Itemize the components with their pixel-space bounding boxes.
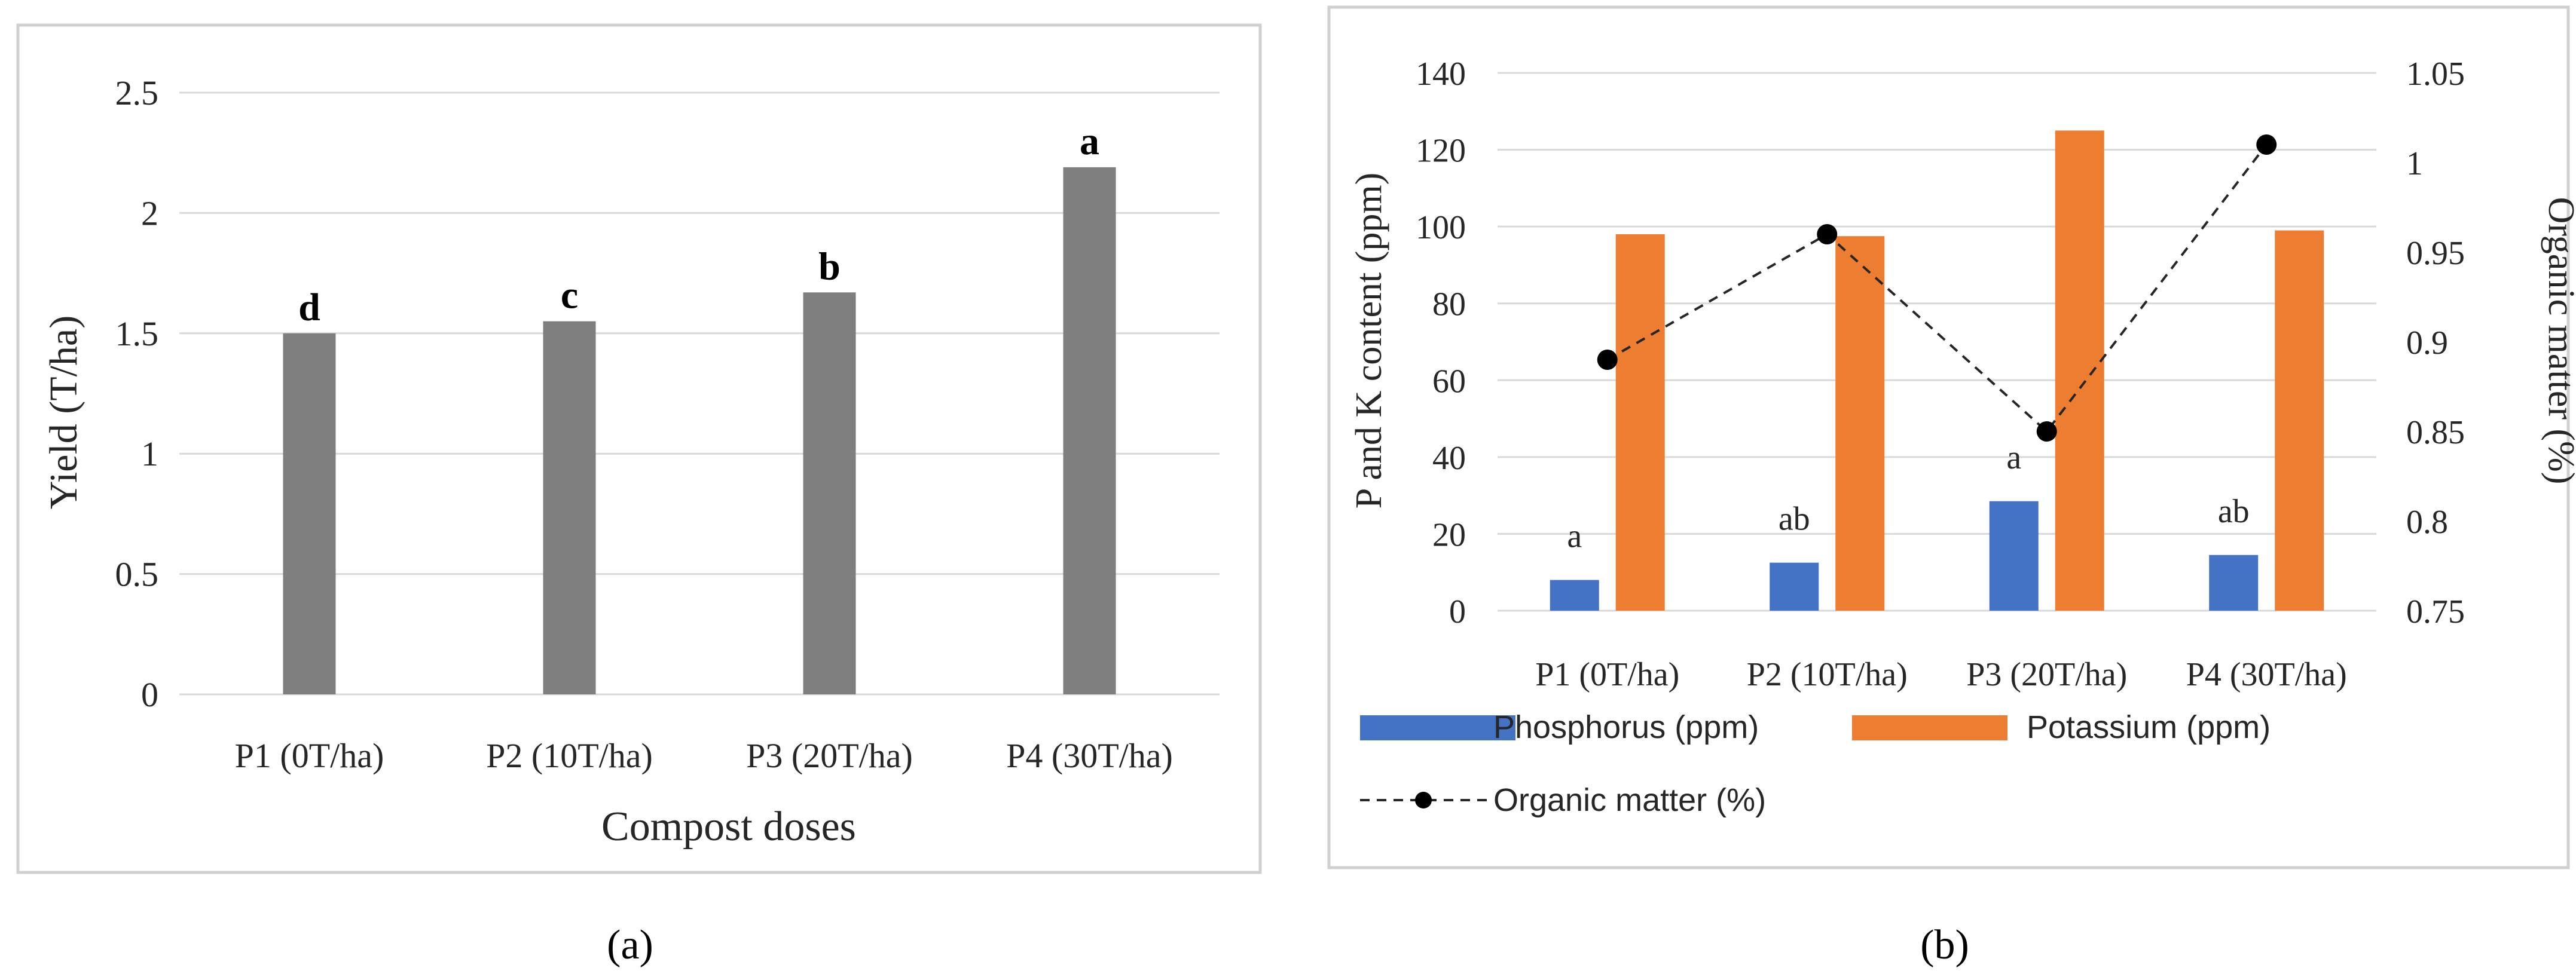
legend-potassium-swatch: [1852, 715, 2007, 740]
chart-a-letter: c: [561, 274, 578, 317]
chart-b-letter: ab: [1779, 501, 1810, 538]
chart-b-y-tick-labels: 0 20 40 60 80 100 120 140: [1416, 56, 1466, 630]
chart-a-letter: d: [298, 286, 320, 329]
chart-b-y-tick-label: 0: [1449, 593, 1466, 630]
caption-a: (a): [607, 922, 653, 968]
chart-b-organic-matter-line: [1597, 134, 2277, 442]
chart-b-letter: a: [1567, 518, 1582, 555]
chart-a-x-tick-label: P3 (20T/ha): [746, 736, 913, 775]
chart-a-bar: [1063, 167, 1116, 694]
chart-a-letter: a: [1080, 120, 1099, 163]
chart-b-potassium-bar: [2055, 130, 2104, 611]
chart-b-organic-matter-point: [2036, 421, 2057, 442]
chart-b-potassium-bar: [1615, 234, 1665, 611]
chart-b-phosphorus-bar: [2209, 555, 2259, 611]
chart-a-letter: b: [818, 244, 841, 288]
chart-a-bar: [283, 333, 336, 694]
legend-potassium-label: Potassium (ppm): [2027, 709, 2271, 745]
chart-a-x-axis-label: Compost doses: [601, 804, 856, 850]
chart-a-y-tick-label: 0: [141, 675, 158, 714]
chart-b-y-tick-label: 140: [1416, 56, 1466, 93]
chart-a-bars: [283, 167, 1116, 695]
chart-b-y2-tick-labels: 0.75 0.8 0.85 0.9 0.95 1 1.05: [2406, 56, 2465, 630]
chart-b-letter: a: [2006, 439, 2021, 476]
chart-panel-b: 0 20 40 60 80 100 120 140 0.75 0.8 0.85 0.9 0.95 1 1.…: [1327, 5, 2576, 869]
chart-b-y-axis-label: P and K content (ppm): [1349, 173, 1389, 509]
chart-a-y-axis-label: Yield (T/ha): [42, 316, 85, 509]
legend-organic-label: Organic matter (%): [1493, 782, 1766, 818]
chart-a-gridlines: [179, 91, 1220, 696]
chart-b-x-tick-label: P2 (10T/ha): [1747, 656, 1908, 693]
chart-b-y2-tick-label: 0.8: [2406, 504, 2448, 541]
chart-b-y2-tick-label: 1: [2406, 145, 2423, 182]
legend-organic-marker: [1415, 792, 1432, 808]
legend-phosphorus-label: Phosphorus (ppm): [1493, 709, 1759, 745]
chart-b-organic-matter-path: [1606, 143, 2268, 433]
chart-b-phosphorus-bar: [1989, 501, 2039, 611]
legend-phosphorus-swatch: [1360, 715, 1515, 740]
chart-b-x-tick-labels: P1 (0T/ha) P2 (10T/ha) P3 (20T/ha) P4 (30T/…: [1535, 656, 2347, 693]
chart-a-bar: [543, 321, 596, 694]
chart-b-legend: Phosphorus (ppm) Potassium (ppm) Organic…: [1360, 709, 2271, 818]
chart-b-y-tick-label: 80: [1432, 286, 1466, 323]
chart-a-x-tick-label: P4 (30T/ha): [1006, 736, 1173, 775]
chart-a-y-tick-label: 1: [141, 434, 158, 473]
chart-b-y2-tick-label: 0.85: [2406, 414, 2465, 451]
chart-b-y2-tick-label: 0.75: [2406, 593, 2465, 630]
caption-b: (b): [1920, 922, 1969, 968]
chart-b-x-tick-label: P4 (30T/ha): [2186, 656, 2347, 693]
chart-b-phosphorus-bar: [1770, 562, 1819, 611]
chart-b-y-tick-label: 40: [1432, 440, 1466, 477]
chart-b-x-tick-label: P1 (0T/ha): [1535, 656, 1679, 693]
chart-b-y2-axis-label: Organic matter (%): [2541, 197, 2576, 485]
chart-b-y2-tick-label: 1.05: [2406, 56, 2465, 93]
chart-a-y-tick-label: 0.5: [115, 555, 159, 594]
chart-a-y-tick-label: 2.5: [115, 73, 159, 112]
chart-a-significance-letters: d c b a: [298, 120, 1099, 329]
chart-a-y-tick-labels: 0 0.5 1 1.5 2 2.5: [115, 73, 159, 714]
chart-panel-a: 00.511.522.5 d cba P1 (0T/ha) P2 (10T/ha) P…: [16, 23, 1262, 874]
chart-b-organic-matter-point: [1597, 350, 1618, 370]
chart-a-x-tick-label: P1 (0T/ha): [235, 736, 384, 775]
chart-a-frame: [16, 23, 1262, 874]
chart-a-x-tick-labels: P1 (0T/ha) P2 (10T/ha) P3 (20T/ha) P4 (30T/…: [235, 736, 1173, 775]
chart-b-phosphorus-bar: [1550, 580, 1599, 611]
chart-b-significance-letters: a ab a ab: [1567, 439, 2249, 555]
chart-a-bar: [803, 292, 856, 695]
chart-b-y-tick-label: 60: [1432, 363, 1466, 400]
chart-b-y2-tick-label: 0.9: [2406, 324, 2448, 362]
chart-b-y-tick-label: 100: [1416, 209, 1466, 246]
chart-b-potassium-bar: [2275, 230, 2324, 611]
chart-b-y-tick-label: 120: [1416, 133, 1466, 170]
chart-a-x-tick-label: P2 (10T/ha): [486, 736, 653, 775]
chart-b-potassium-bar: [1835, 236, 1885, 611]
chart-b-organic-matter-point: [2256, 134, 2277, 155]
chart-a-y-tick-label: 2: [141, 194, 158, 232]
chart-b-y2-tick-label: 0.95: [2406, 235, 2465, 272]
chart-b-y-tick-label: 20: [1432, 516, 1466, 553]
chart-b-x-tick-label: P3 (20T/ha): [1966, 656, 2127, 693]
chart-b-bars: [1550, 130, 2324, 611]
chart-b-organic-matter-point: [1817, 224, 1838, 244]
chart-b-letter: ab: [2218, 493, 2250, 530]
chart-a-y-tick-label: 1.5: [115, 314, 159, 353]
